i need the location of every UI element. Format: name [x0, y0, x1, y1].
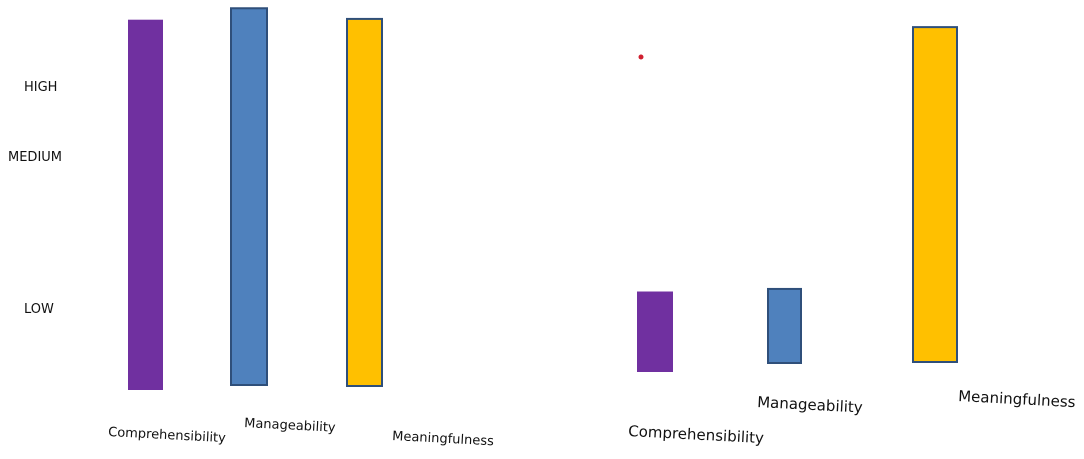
- level-label-low: LOW: [24, 302, 54, 317]
- category-label-comprehensibility: Comprehensibility: [628, 422, 765, 447]
- category-label-manageability: Manageability: [244, 416, 336, 436]
- category-label-manageability: Manageability: [757, 393, 863, 417]
- chart-1: Comprehensibility Manageability Meaningful…: [108, 7, 495, 449]
- category-label-comprehensibility: Comprehensibility: [108, 425, 227, 446]
- level-label-high: HIGH: [24, 80, 58, 95]
- bar-comprehensibility: [128, 19, 163, 390]
- bar-comprehensibility: [637, 291, 673, 372]
- bar-meaningfulness: [346, 17, 383, 387]
- bar-meaningfulness: [912, 26, 958, 364]
- category-label-meaningfulness: Meaningfulness: [392, 429, 495, 449]
- category-label-meaningfulness: Meaningfulness: [958, 387, 1076, 411]
- bar-manageability: [230, 7, 268, 386]
- level-label-medium: MEDIUM: [8, 150, 63, 165]
- bar-manageability: [767, 287, 802, 364]
- chart-2: Comprehensibility Manageability Meaningful…: [628, 26, 1076, 447]
- red-dot-marker: [638, 54, 644, 60]
